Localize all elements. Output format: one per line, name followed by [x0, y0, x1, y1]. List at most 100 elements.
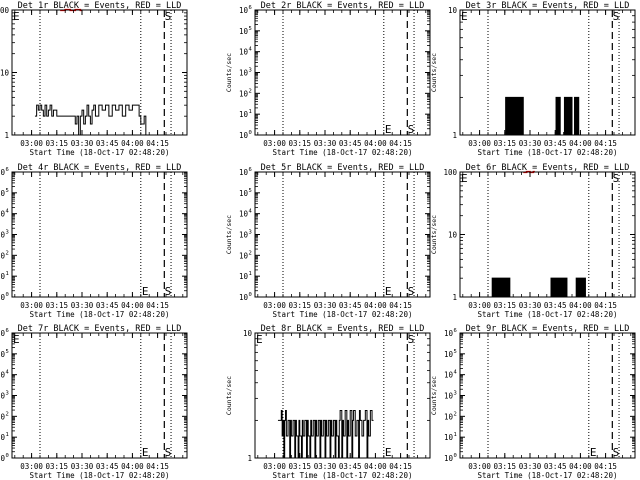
y-tick-label-exponent: 1	[6, 432, 9, 438]
x-tick-label: 04:15	[594, 301, 617, 310]
x-tick-label: 03:00	[468, 301, 491, 310]
y-tick-label-base: 10	[239, 210, 249, 219]
y-tick-label-exponent: 2	[249, 88, 252, 94]
end-marker-s: S	[165, 285, 172, 298]
x-axis-label: Start Time (18-Oct-17 02:48:20)	[478, 471, 618, 480]
y-axis-label: Counts/sec	[430, 215, 438, 254]
y-tick-label-exponent: 4	[6, 209, 10, 215]
y-tick-label-base: 10	[444, 392, 454, 401]
y-tick-label-exponent: 2	[6, 411, 9, 417]
y-tick-label: 10	[448, 6, 458, 15]
x-tick-label: 04:15	[146, 139, 169, 148]
y-tick-label-exponent: 3	[249, 230, 252, 236]
y-tick-label: 10	[448, 231, 458, 240]
y-tick-label: 1	[247, 454, 252, 463]
x-tick-label: 03:30	[314, 462, 337, 471]
y-tick-label-base: 10	[239, 168, 249, 177]
x-tick-label: 03:15	[494, 301, 517, 310]
y-tick-label-base: 10	[0, 433, 5, 442]
y-tick-label-base: 10	[0, 210, 5, 219]
y-tick-label-base: 10	[239, 231, 249, 240]
y-tick-label-base: 10	[0, 251, 5, 260]
x-axis-label: Start Time (18-Oct-17 02:48:20)	[30, 148, 170, 157]
x-tick-label: 04:00	[364, 462, 387, 471]
x-tick-label: 03:00	[20, 301, 43, 310]
start-marker-e: E	[256, 333, 263, 346]
y-tick-label-base: 10	[239, 6, 249, 15]
events-series-line	[277, 409, 374, 459]
y-tick-label-base: 10	[0, 293, 5, 302]
y-tick-label-exponent: 3	[249, 68, 252, 74]
start-marker-e: E	[13, 10, 20, 23]
y-tick-label-base: 10	[0, 189, 5, 198]
y-tick-label-exponent: 3	[6, 391, 9, 397]
chart-panel-8: Det 8r BLACK = Events, RED = LLD 1 10 03:00…	[225, 324, 431, 480]
x-axis-label: Start Time (18-Oct-17 02:48:20)	[478, 148, 618, 157]
y-tick-label-exponent: 6	[249, 5, 252, 11]
y-tick-label: 1	[4, 131, 9, 140]
y-tick-label-base: 10	[239, 189, 249, 198]
y-tick-label-exponent: 2	[6, 250, 9, 256]
plot-frame	[254, 171, 431, 298]
x-tick-label: 03:30	[71, 462, 94, 471]
plot-frame	[254, 9, 431, 136]
y-tick-label-base: 10	[239, 48, 249, 57]
y-axis-label: Counts/sec	[225, 53, 233, 92]
y-tick-label: 1	[452, 293, 457, 302]
y-tick-label-exponent: 0	[6, 292, 9, 298]
y-tick-label-base: 10	[444, 433, 454, 442]
start-marker-e: E	[385, 123, 392, 136]
x-tick-label: 03:30	[519, 301, 542, 310]
chart-title: Det 2r BLACK = Events, RED = LLD	[261, 1, 425, 11]
x-tick-label: 03:00	[263, 139, 286, 148]
x-tick-label: 04:15	[389, 139, 412, 148]
x-tick-label: 04:15	[389, 462, 412, 471]
start-marker-e: E	[13, 333, 20, 346]
x-axis-label: Start Time (18-Oct-17 02:48:20)	[273, 148, 413, 157]
x-tick-label: 03:15	[46, 462, 69, 471]
x-tick-label: 04:00	[569, 139, 592, 148]
y-tick-label-base: 10	[0, 392, 5, 401]
start-marker-e: E	[142, 285, 149, 298]
y-tick-label-exponent: 1	[6, 271, 9, 277]
y-tick-label-exponent: 5	[6, 188, 9, 194]
y-tick-label-exponent: 0	[454, 453, 457, 459]
plot-frame	[11, 332, 188, 459]
x-axis-label: Start Time (18-Oct-17 02:48:20)	[478, 310, 618, 319]
y-tick-label-exponent: 4	[249, 209, 253, 215]
y-tick-label-exponent: 0	[249, 292, 252, 298]
x-tick-label: 03:45	[96, 139, 119, 148]
x-tick-label: 03:15	[46, 301, 69, 310]
end-marker-s: S	[165, 10, 172, 23]
x-tick-label: 03:15	[494, 139, 517, 148]
x-tick-label: 03:45	[544, 139, 567, 148]
x-tick-label: 03:15	[494, 462, 517, 471]
x-axis-label: Start Time (18-Oct-17 02:48:20)	[273, 471, 413, 480]
x-tick-label: 03:45	[96, 301, 119, 310]
end-marker-s: S	[613, 446, 620, 459]
x-tick-label: 03:30	[519, 139, 542, 148]
y-tick-label-exponent: 1	[249, 271, 252, 277]
x-tick-label: 03:30	[71, 301, 94, 310]
x-tick-label: 03:00	[468, 462, 491, 471]
plot-frame	[11, 9, 188, 136]
y-tick-label-exponent: 4	[454, 370, 458, 376]
x-tick-label: 04:00	[364, 301, 387, 310]
x-axis-label: Start Time (18-Oct-17 02:48:20)	[273, 310, 413, 319]
x-tick-label: 04:15	[146, 462, 169, 471]
end-marker-s: S	[613, 172, 620, 185]
y-tick-label: 10	[243, 329, 253, 338]
x-tick-label: 03:00	[263, 301, 286, 310]
x-tick-label: 04:15	[146, 301, 169, 310]
y-tick-label-exponent: 5	[454, 349, 457, 355]
y-axis-label: Counts/sec	[430, 376, 438, 415]
plot-frame	[11, 171, 188, 298]
chart-panel-5: Det 5r BLACK = Events, RED = LLD 10 0 10 1 10…	[225, 163, 431, 319]
x-tick-label: 03:30	[71, 139, 94, 148]
chart-panel-3: Det 3r BLACK = Events, RED = LLD 1 10 03:00…	[430, 1, 636, 157]
x-tick-label: 04:15	[594, 462, 617, 471]
x-tick-label: 03:15	[289, 462, 312, 471]
chart-title: Det 5r BLACK = Events, RED = LLD	[261, 163, 425, 173]
